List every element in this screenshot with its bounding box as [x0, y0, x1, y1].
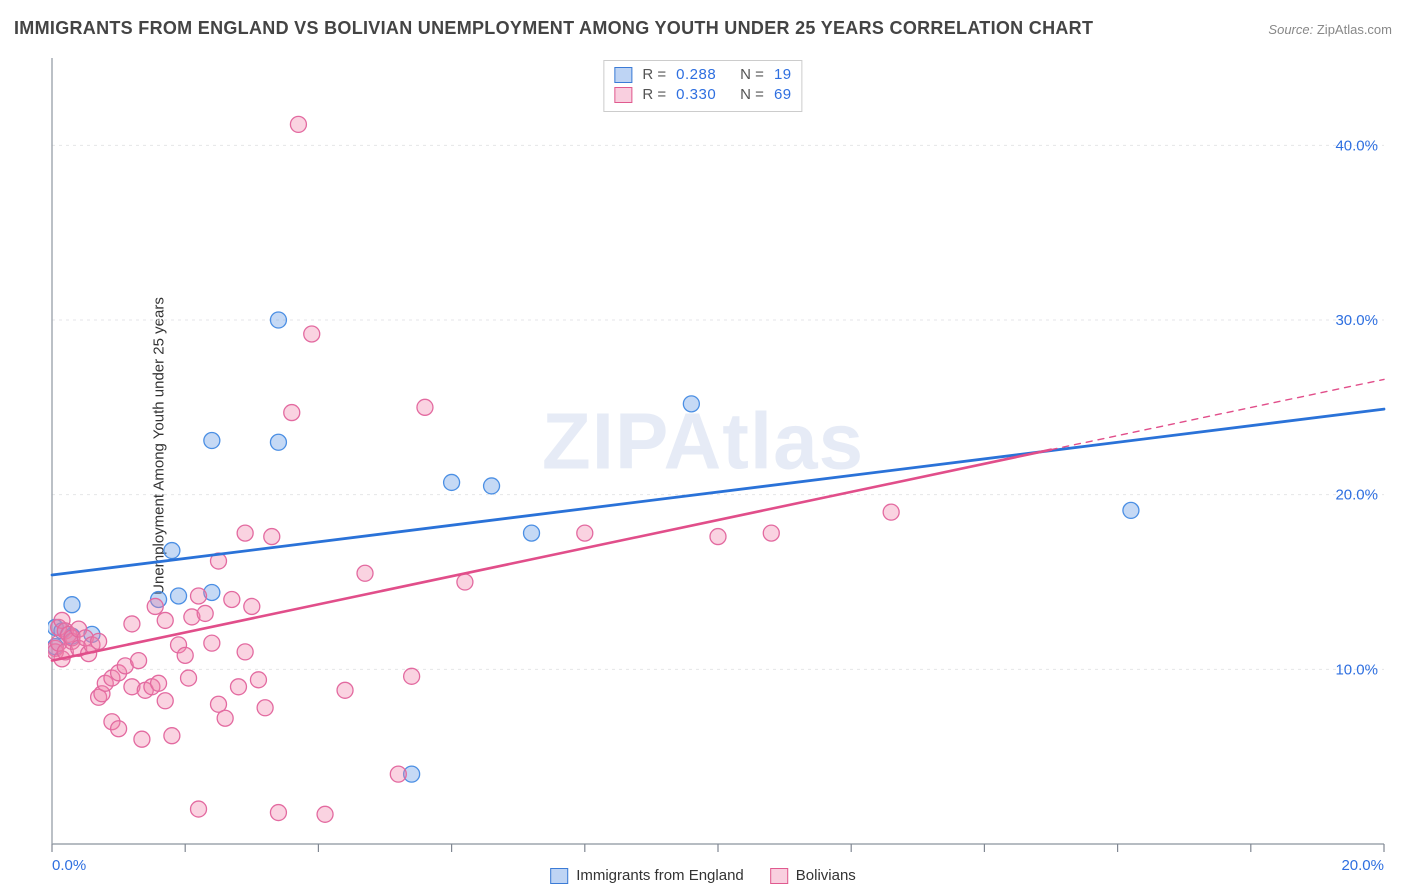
- r-value: 0.288: [676, 65, 716, 85]
- r-label: R =: [642, 65, 666, 85]
- svg-text:10.0%: 10.0%: [1335, 661, 1378, 678]
- series-legend: Immigrants from England Bolivians: [550, 867, 856, 884]
- source-label: Source:: [1268, 22, 1313, 37]
- n-value: 19: [774, 65, 792, 85]
- swatch-icon: [770, 868, 788, 884]
- svg-text:20.0%: 20.0%: [1341, 857, 1384, 874]
- stats-row-england: R = 0.288 N = 19: [614, 65, 791, 85]
- stats-row-bolivians: R = 0.330 N = 69: [614, 85, 791, 105]
- legend-label: Bolivians: [796, 867, 856, 884]
- swatch-icon: [614, 67, 632, 83]
- chart-title: IMMIGRANTS FROM ENGLAND VS BOLIVIAN UNEM…: [14, 18, 1093, 39]
- swatch-icon: [550, 868, 568, 884]
- r-value: 0.330: [676, 85, 716, 105]
- stats-legend: R = 0.288 N = 19 R = 0.330 N = 69: [603, 60, 802, 112]
- n-label: N =: [740, 85, 764, 105]
- svg-text:40.0%: 40.0%: [1335, 137, 1378, 154]
- source-credit: Source: ZipAtlas.com: [1268, 22, 1392, 37]
- legend-item-bolivians: Bolivians: [770, 867, 856, 884]
- r-label: R =: [642, 85, 666, 105]
- n-value: 69: [774, 85, 792, 105]
- swatch-icon: [614, 87, 632, 103]
- legend-label: Immigrants from England: [576, 867, 744, 884]
- correlation-chart: 0.0% 20.0% 10.0% 20.0% 30.0% 40.0%: [48, 58, 1388, 878]
- svg-text:30.0%: 30.0%: [1335, 312, 1378, 329]
- n-label: N =: [740, 65, 764, 85]
- legend-item-england: Immigrants from England: [550, 867, 744, 884]
- source-value: ZipAtlas.com: [1317, 22, 1392, 37]
- svg-text:0.0%: 0.0%: [52, 857, 86, 874]
- svg-text:20.0%: 20.0%: [1335, 487, 1378, 504]
